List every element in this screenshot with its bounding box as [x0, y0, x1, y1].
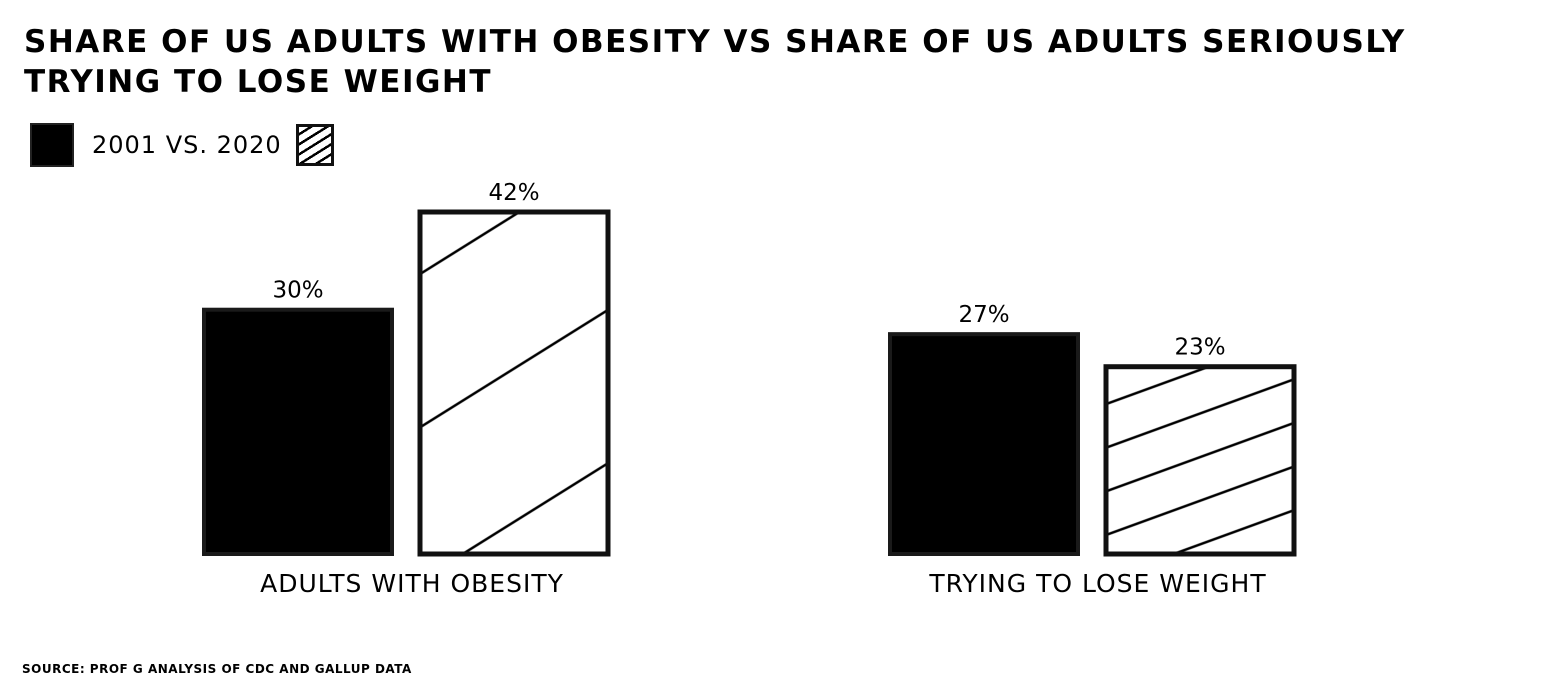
- value-label-1-1: 30%: [272, 278, 323, 304]
- bars-group: [202, 209, 1297, 557]
- bar-chart: 30% 42% 27% 23% ADULTS WITH OBESITY TRYING T…: [202, 180, 1297, 598]
- legend-swatch-hatched: [295, 124, 334, 166]
- bar-1-2: [417, 209, 611, 557]
- legend-swatch-solid: [30, 123, 74, 167]
- legend: 2001 VS. 2020: [30, 122, 334, 168]
- value-label-2-1: 27%: [958, 302, 1009, 328]
- value-label-2-2: 23%: [1174, 335, 1225, 361]
- bar-2-1: [888, 332, 1080, 556]
- value-labels-group: 30% 42% 27% 23%: [272, 180, 1225, 361]
- source-note: SOURCE: PROF G ANALYSIS OF CDC AND GALLU…: [22, 662, 412, 676]
- value-label-1-2: 42%: [488, 180, 539, 206]
- legend-label: 2001 VS. 2020: [92, 131, 282, 159]
- chart-title: SHARE OF US ADULTS WITH OBESITY VS SHARE…: [24, 24, 1406, 100]
- category-labels-group: ADULTS WITH OBESITY TRYING TO LOSE WEIGHT: [260, 569, 1266, 598]
- bar-1-1: [202, 307, 394, 557]
- category-label-1: ADULTS WITH OBESITY: [260, 569, 564, 598]
- bar-2-2: [1103, 364, 1297, 557]
- category-label-2: TRYING TO LOSE WEIGHT: [928, 569, 1266, 598]
